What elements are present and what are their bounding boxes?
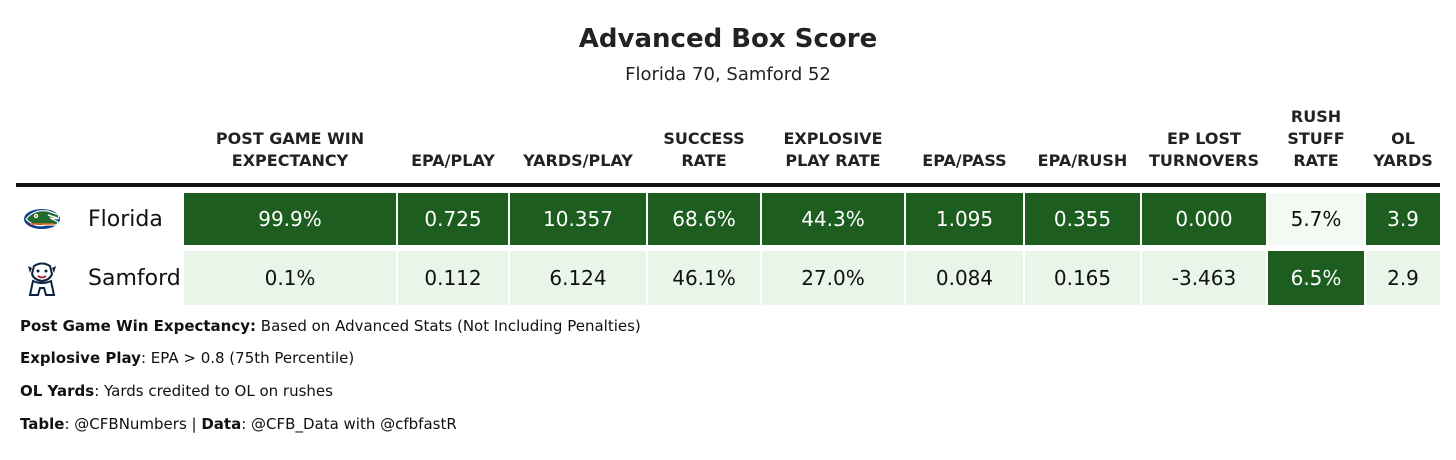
cell-samford-expl: 27.0% — [762, 251, 904, 305]
column-header-ypp: YARDS/PLAY — [523, 151, 633, 170]
cell-florida-ol: 3.9 — [1366, 193, 1440, 245]
cell-samford-ol: 2.9 — [1366, 251, 1440, 305]
cell-florida-wp: 99.9% — [184, 193, 396, 245]
cell-samford-epa_rush: 0.165 — [1025, 251, 1140, 305]
credits-line: Table: @CFBNumbers | Data: @CFB_Data wit… — [20, 415, 457, 433]
column-header-ep_to: EP LOST TURNOVERS — [1149, 129, 1259, 170]
team-row-samford: Samford — [16, 251, 182, 305]
header-rule — [16, 183, 1440, 187]
column-header-epa_pass: EPA/PASS — [922, 151, 1007, 170]
column-header-wp: POST GAME WIN EXPECTANCY — [215, 129, 365, 170]
florida-gators-logo-icon — [24, 209, 60, 229]
cell-florida-ypp: 10.357 — [510, 193, 646, 245]
column-header-sr: SUCCESS RATE — [663, 129, 745, 170]
cell-samford-sr: 46.1% — [648, 251, 760, 305]
cell-florida-epa_rush: 0.355 — [1025, 193, 1140, 245]
cell-samford-ypp: 6.124 — [510, 251, 646, 305]
column-header-epa_rush: EPA/RUSH — [1037, 151, 1128, 170]
cell-florida-epa_pass: 1.095 — [906, 193, 1023, 245]
cell-florida-expl: 44.3% — [762, 193, 904, 245]
cell-samford-stuff: 6.5% — [1268, 251, 1364, 305]
samford-bulldog-logo-icon — [28, 262, 56, 296]
team-name-florida: Florida — [88, 206, 163, 232]
note-win-expectancy: Post Game Win Expectancy: Based on Advan… — [20, 317, 641, 335]
cell-samford-epa_play: 0.112 — [398, 251, 508, 305]
cell-samford-wp: 0.1% — [184, 251, 396, 305]
note-ol-yards: OL Yards: Yards credited to OL on rushes — [20, 382, 333, 400]
cell-samford-ep_to: -3.463 — [1142, 251, 1266, 305]
column-header-ol: OL YARDS — [1373, 129, 1433, 170]
cell-samford-epa_pass: 0.084 — [906, 251, 1023, 305]
cell-florida-stuff: 5.7% — [1268, 193, 1364, 245]
cell-florida-ep_to: 0.000 — [1142, 193, 1266, 245]
cell-florida-sr: 68.6% — [648, 193, 760, 245]
cell-florida-epa_play: 0.725 — [398, 193, 508, 245]
team-name-samford: Samford — [88, 265, 181, 291]
team-row-florida: Florida — [16, 193, 182, 245]
table-subtitle: Florida 70, Samford 52 — [625, 64, 831, 85]
table-title: Advanced Box Score — [578, 24, 878, 54]
column-header-expl: EXPLOSIVE PLAY RATE — [783, 129, 883, 170]
note-explosive-play: Explosive Play: EPA > 0.8 (75th Percenti… — [20, 349, 355, 367]
column-header-stuff: RUSH STUFF RATE — [1287, 107, 1345, 170]
column-header-epa_play: EPA/PLAY — [411, 151, 495, 170]
